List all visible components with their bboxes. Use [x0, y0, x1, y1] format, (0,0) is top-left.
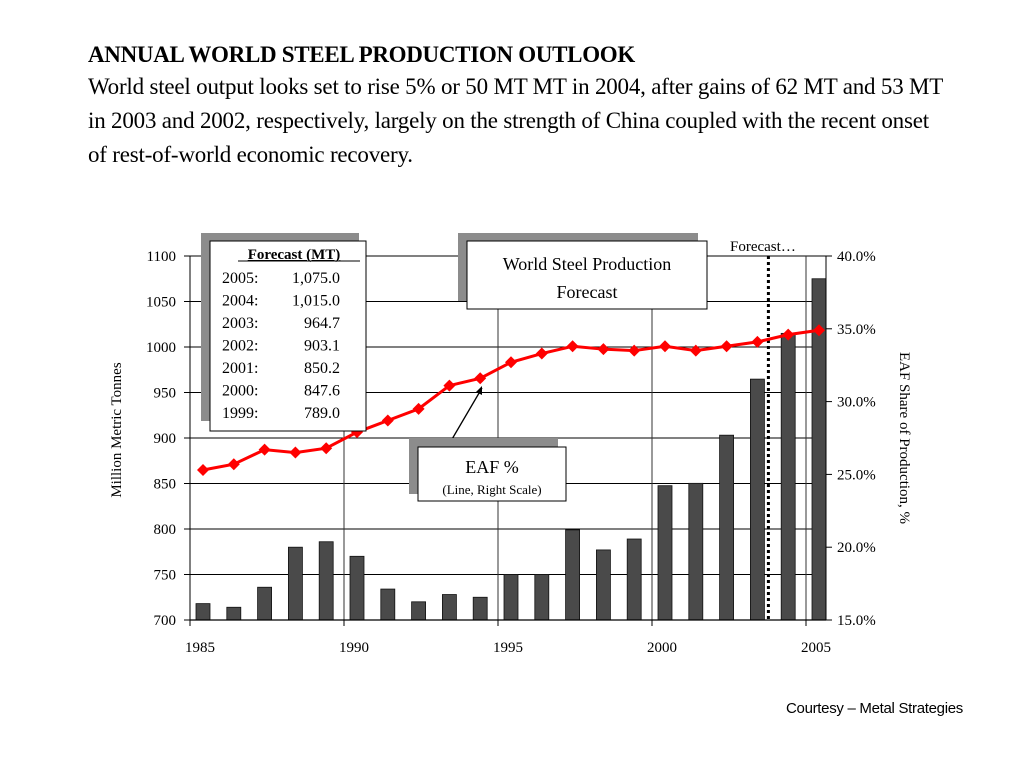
y-tick-label: 750 [154, 568, 177, 584]
x-tick-label: 1985 [185, 640, 215, 656]
bar-1987 [257, 586, 273, 621]
forecast-row-year: 2000: [222, 383, 258, 400]
slide-body-text: World steel output looks set to rise 5% … [88, 74, 943, 167]
y-axis-label: Million Metric Tonnes [109, 362, 125, 497]
y2-tick-label: 35.0% [837, 322, 876, 338]
forecast-table-rows: 2005: 1,075.0 2004: 1,015.0 2003: 964.7 2002: 9… [222, 270, 340, 422]
y-tick-label: 1100 [147, 249, 176, 265]
eaf-point-1985 [197, 464, 209, 477]
courtesy-credit: Courtesy – Metal Strategies [786, 700, 963, 717]
bar-1998 [596, 549, 611, 621]
forecast-table-box [209, 240, 367, 432]
forecast-row-year: 2003: [222, 315, 258, 332]
eaf-point-1988 [289, 446, 302, 459]
y2-tick-label: 40.0% [837, 249, 876, 265]
x-tick-label: 1990 [339, 640, 369, 656]
eaf-point-1987 [258, 443, 271, 456]
eaf-callout-arrow-line [447, 387, 483, 447]
y2-tick-label: 20.0% [837, 540, 876, 556]
bar-1990 [349, 555, 365, 621]
eaf-callout-sublabel: (Line, Right Scale) [442, 482, 541, 497]
forecast-row-value: 1,015.0 [292, 293, 340, 310]
forecast-table-heading: Forecast (MT) [248, 247, 341, 263]
x-tick-label: 1995 [493, 640, 523, 656]
y2-tick-label: 15.0% [837, 613, 876, 629]
bar-2004 [780, 332, 796, 621]
y-tick-label: 1000 [146, 340, 176, 356]
bar-1993 [441, 594, 457, 621]
bar-1999 [626, 538, 642, 621]
eaf-point-2000 [659, 340, 671, 353]
forecast-row-value: 847.6 [304, 383, 340, 400]
eaf-callout: EAF % (Line, Right Scale) [409, 386, 567, 502]
eaf-point-1991 [381, 414, 394, 427]
eaf-point-1994 [474, 372, 487, 385]
eaf-point-1989 [320, 442, 333, 455]
eaf-callout-label: EAF % [465, 457, 519, 477]
forecast-row-year: 2004: [222, 293, 258, 310]
bar-1985 [195, 603, 211, 621]
bar-2000 [657, 485, 673, 621]
eaf-point-2004 [782, 328, 795, 341]
y-tick-label: 900 [154, 431, 177, 447]
bar-1994 [472, 596, 488, 621]
forecast-row-year: 2001: [222, 360, 258, 377]
forecast-divider-label: Forecast… [730, 239, 796, 255]
bar-1989 [318, 541, 334, 621]
axes: 700 750 800 850 900 950 1000 1050 1100 15.0% 20.0%… [146, 249, 876, 656]
y-tick-label: 850 [154, 477, 177, 493]
x-tick-label: 2005 [801, 640, 831, 656]
eaf-point-1986 [227, 458, 240, 471]
y2-axis-label: EAF Share of Production, % [896, 352, 912, 524]
title-box-frame [466, 240, 708, 310]
forecast-row-value: 850.2 [304, 360, 340, 377]
slide-title: ANNUAL WORLD STEEL PRODUCTION OUTLOOK [88, 42, 635, 67]
chart-title-line2: Forecast [557, 282, 618, 302]
bar-1988 [287, 546, 303, 621]
forecast-row-value: 789.0 [304, 405, 340, 422]
y-tick-label: 950 [154, 386, 177, 402]
x-tick-label: 2000 [647, 640, 677, 656]
bar-1991 [380, 588, 396, 621]
y-tick-label: 700 [154, 613, 177, 629]
heading-block: ANNUAL WORLD STEEL PRODUCTION OUTLOOK Wo… [88, 40, 948, 172]
eaf-point-1995 [505, 356, 517, 369]
forecast-row-year: 2005: [222, 270, 258, 287]
bar-1986 [226, 606, 242, 621]
bar-2001 [688, 482, 704, 621]
eaf-point-2001 [689, 344, 702, 357]
y-tick-label: 800 [154, 522, 177, 538]
eaf-point-1993 [443, 379, 456, 392]
forecast-row-value: 903.1 [304, 338, 340, 355]
eaf-callout-arrowhead-icon [476, 386, 482, 395]
eaf-point-2003 [751, 335, 764, 348]
y2-tick-label: 25.0% [837, 467, 876, 483]
eaf-point-1998 [597, 343, 610, 356]
eaf-point-1997 [566, 340, 579, 353]
forecast-row-value: 964.7 [304, 315, 340, 332]
bar-2003 [750, 378, 765, 621]
bar-2002 [719, 434, 734, 621]
y2-tick-label: 30.0% [837, 395, 876, 411]
forecast-row-year: 1999: [222, 405, 258, 422]
title-box: World Steel Production Forecast [458, 233, 708, 310]
eaf-callout-box [417, 446, 567, 502]
eaf-line-series [197, 324, 825, 477]
eaf-point-1999 [628, 344, 641, 357]
bar-1996 [534, 574, 550, 621]
eaf-point-2002 [720, 340, 733, 353]
eaf-point-2005 [813, 324, 825, 337]
y-tick-label: 1050 [146, 295, 176, 311]
eaf-point-1992 [412, 402, 425, 415]
forecast-row-value: 1,075.0 [292, 270, 340, 287]
eaf-point-1996 [535, 347, 548, 360]
bar-1992 [411, 601, 427, 621]
chart-title-line1: World Steel Production [503, 254, 672, 274]
bar-1997 [565, 529, 580, 621]
forecast-row-year: 2002: [222, 338, 258, 355]
bar-1995 [503, 574, 519, 621]
